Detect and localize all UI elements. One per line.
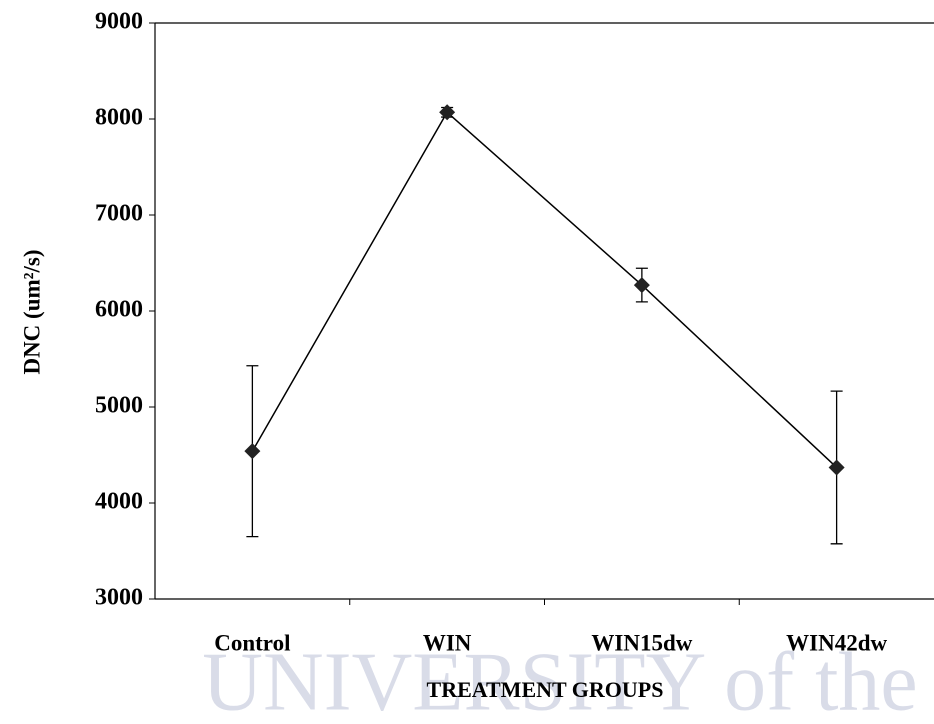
y-tick-label: 8000 — [95, 105, 143, 131]
data-point — [244, 443, 261, 460]
series-line — [251, 111, 838, 469]
data-point — [439, 104, 456, 121]
y-tick-label: 4000 — [95, 489, 143, 515]
y-axis-title: DNC (um²/s) — [19, 249, 44, 374]
watermark: UNIVERSITY of the — [202, 635, 917, 724]
data-point — [633, 277, 650, 294]
x-tick-label: WIN15dw — [591, 630, 692, 655]
y-tick-label: 7000 — [95, 201, 143, 227]
y-tick-label: 9000 — [95, 9, 143, 35]
x-tick-label: Control — [214, 630, 290, 655]
x-axis-title: TREATMENT GROUPS — [427, 677, 664, 702]
x-tick-label: WIN — [423, 630, 472, 655]
x-tick-label: WIN42dw — [786, 630, 887, 655]
y-tick-label: 5000 — [95, 393, 143, 419]
y-tick-label: 6000 — [95, 297, 143, 323]
y-tick-label: 3000 — [95, 585, 143, 611]
data-point — [828, 459, 845, 476]
